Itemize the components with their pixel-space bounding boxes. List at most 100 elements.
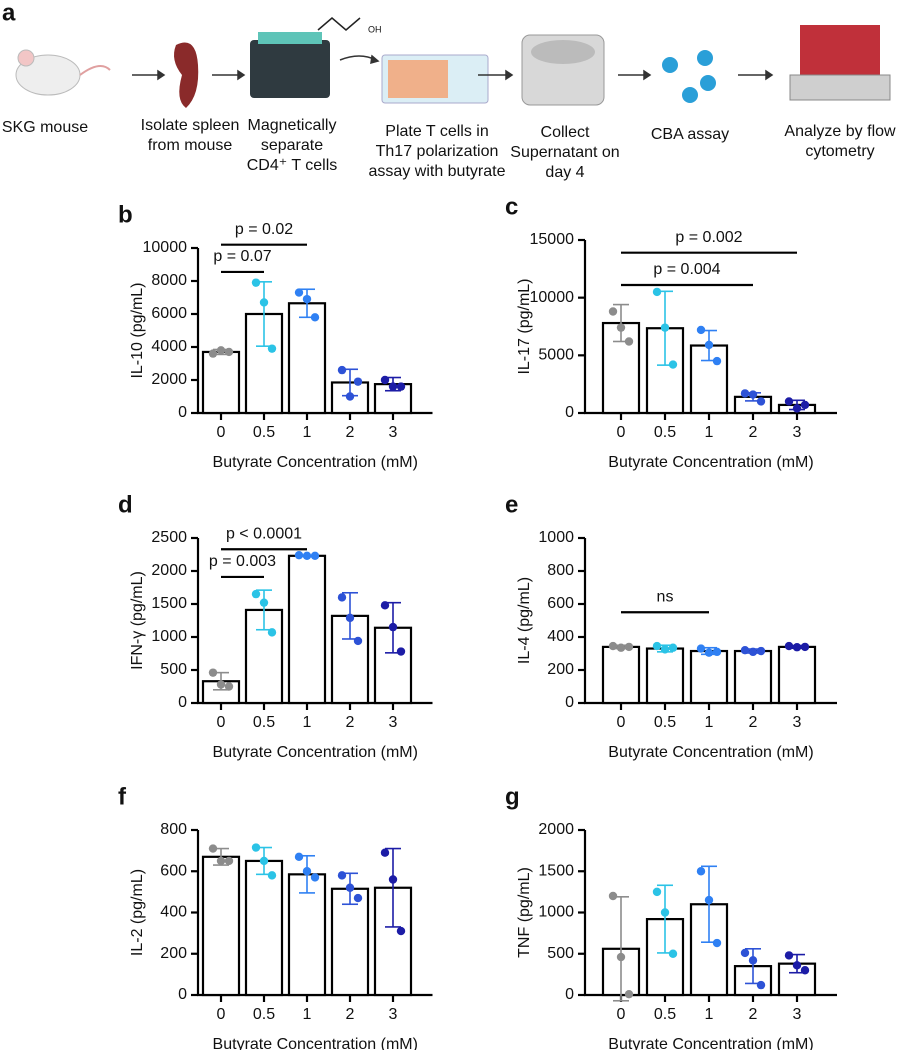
data-point	[302, 294, 312, 304]
data-point	[208, 668, 218, 677]
x-tick-label: 0	[217, 714, 226, 731]
x-tick-label: 3	[793, 714, 802, 731]
data-point	[388, 622, 398, 632]
data-point	[740, 948, 750, 958]
data-point	[396, 926, 406, 936]
y-tick-label: 1500	[151, 595, 187, 612]
y-tick-label: 8000	[151, 272, 187, 289]
data-point	[302, 551, 312, 561]
data-point	[652, 641, 662, 651]
data-point	[267, 628, 277, 637]
bead-icon	[682, 87, 698, 103]
data-point	[712, 647, 722, 657]
data-point	[800, 400, 810, 410]
y-tick-label: 200	[547, 661, 574, 678]
x-axis-label: Butyrate Concentration (mM)	[608, 1036, 813, 1050]
data-point	[353, 377, 363, 386]
data-point	[704, 648, 714, 657]
data-point	[712, 356, 722, 366]
y-tick-label: 2000	[151, 371, 187, 388]
y-tick-label: 800	[547, 562, 574, 579]
data-point	[251, 278, 261, 287]
data-point	[310, 313, 320, 322]
bar	[201, 350, 241, 415]
data-point	[748, 390, 758, 399]
data-point	[696, 325, 706, 335]
data-point	[660, 908, 670, 917]
significance-label: p < 0.0001	[226, 525, 302, 542]
data-point	[310, 873, 320, 882]
error-bar	[385, 847, 401, 928]
bar	[733, 649, 773, 705]
tubes-icon	[258, 32, 322, 44]
data-point	[353, 636, 363, 646]
y-tick-label: 2500	[151, 529, 187, 546]
significance-label: p = 0.004	[653, 261, 720, 278]
data-point	[624, 989, 634, 999]
x-tick-label: 2	[749, 1006, 758, 1023]
bead-icon	[662, 57, 678, 73]
step-caption: Th17 polarization	[376, 143, 499, 160]
x-tick-label: 0.5	[654, 1006, 676, 1023]
x-axis-label: Butyrate Concentration (mM)	[608, 744, 813, 761]
spleen-icon	[174, 42, 199, 108]
y-tick-label: 800	[160, 821, 187, 838]
y-tick-label: 200	[160, 945, 187, 962]
data-point	[294, 288, 304, 297]
panel-label: a	[2, 0, 16, 26]
significance-label: p = 0.002	[675, 229, 742, 246]
x-tick-label: 1	[705, 424, 714, 441]
x-tick-label: 0.5	[253, 1006, 275, 1023]
data-point	[748, 956, 758, 965]
x-tick-label: 1	[303, 1006, 312, 1023]
data-point	[748, 647, 758, 657]
workflow-icons: OH	[15, 17, 891, 108]
data-point	[652, 287, 662, 297]
x-tick-label: 1	[303, 714, 312, 731]
bead-icon	[700, 75, 716, 91]
data-point	[259, 298, 269, 307]
x-axis-label: Butyrate Concentration (mM)	[213, 454, 418, 471]
y-tick-label: 0	[178, 694, 187, 711]
y-tick-label: 2000	[538, 821, 574, 838]
y-tick-label: 600	[547, 595, 574, 612]
x-axis-label: Butyrate Concentration (mM)	[213, 744, 418, 761]
x-tick-label: 2	[749, 424, 758, 441]
y-tick-label: 0	[565, 694, 574, 711]
x-tick-label: 0	[217, 424, 226, 441]
data-point	[668, 643, 678, 652]
data-point	[756, 980, 766, 990]
step-caption: day 4	[545, 164, 584, 181]
step-caption: Collect	[541, 124, 590, 141]
step-caption: assay with butyrate	[369, 163, 506, 180]
y-tick-label: 1000	[151, 628, 187, 645]
data-point	[380, 375, 390, 385]
data-point	[624, 337, 634, 346]
y-tick-label: 0	[178, 404, 187, 421]
x-tick-label: 2	[346, 424, 355, 441]
step-caption: SKG mouse	[2, 119, 88, 136]
data-point	[294, 550, 304, 560]
bar	[330, 614, 370, 705]
data-point	[608, 891, 618, 901]
step-caption: Plate T cells in	[385, 123, 488, 140]
x-tick-label: 3	[389, 1006, 398, 1023]
bar	[330, 887, 370, 997]
panel-label: f	[118, 783, 127, 810]
y-axis-label: IL-10 (pg/mL)	[129, 282, 146, 378]
bar	[601, 645, 641, 705]
data-point	[294, 852, 304, 862]
cytometer-icon	[800, 25, 880, 80]
x-tick-label: 0.5	[654, 714, 676, 731]
data-point	[337, 365, 347, 375]
x-tick-label: 0	[217, 1006, 226, 1023]
data-point	[696, 644, 706, 653]
mouse-ear	[17, 49, 35, 67]
data-point	[792, 404, 802, 413]
y-tick-label: 5000	[538, 347, 574, 364]
data-point	[208, 844, 218, 853]
step-caption: Analyze by flow	[784, 123, 896, 140]
y-tick-label: 0	[178, 986, 187, 1003]
panel-label: b	[118, 201, 133, 228]
data-point	[345, 883, 355, 892]
